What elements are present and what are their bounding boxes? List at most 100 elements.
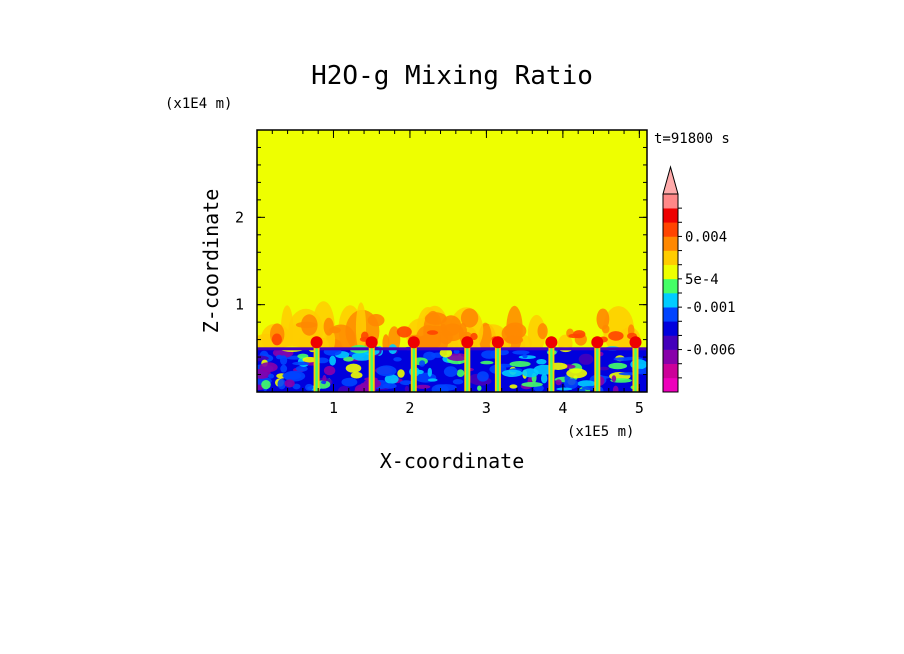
moisture-cell xyxy=(439,330,453,345)
chart-title: H2O-g Mixing Ratio xyxy=(311,61,593,91)
colorbar-segment xyxy=(663,278,678,294)
moisture-core xyxy=(426,330,439,335)
x-tick-label: 4 xyxy=(558,399,567,417)
turbulence-cell xyxy=(261,380,271,390)
time-label: t=91800 s xyxy=(654,131,730,147)
updraft-core xyxy=(466,348,469,392)
turbulence-cell xyxy=(419,360,426,367)
colorbar-segment xyxy=(663,349,678,365)
turbulence-cell xyxy=(277,378,286,390)
updraft-core xyxy=(370,348,373,392)
turbulence-cell xyxy=(320,380,327,384)
updraft-core xyxy=(596,348,599,392)
turbulence-cell xyxy=(501,369,523,377)
moisture-core xyxy=(608,331,624,341)
moisture-cell xyxy=(504,335,524,345)
colorbar-segment xyxy=(663,321,678,336)
colorbar-segment xyxy=(663,264,678,280)
turbulence-cell xyxy=(400,380,413,386)
moisture-cell xyxy=(367,314,385,327)
updraft-core xyxy=(315,348,318,392)
moisture-cell xyxy=(424,312,447,325)
turbulence-cell xyxy=(522,354,528,359)
colorbar-segment xyxy=(663,293,678,308)
updraft-top xyxy=(629,336,642,349)
turbulence-cell xyxy=(477,371,489,382)
turbulence-cell xyxy=(512,350,530,355)
turbulence-cell xyxy=(292,361,310,366)
colorbar-label: 5e-4 xyxy=(685,272,719,288)
x-tick-label: 1 xyxy=(329,399,338,417)
turbulence-cell xyxy=(453,349,460,354)
turbulence-cell xyxy=(522,368,539,378)
turbulence-cell xyxy=(566,368,588,379)
turbulence-cell xyxy=(397,369,405,378)
updraft-top xyxy=(365,336,378,349)
turbulence-cell xyxy=(329,355,336,366)
colorbar-segment xyxy=(663,236,678,251)
colorbar-label: 0.004 xyxy=(685,229,727,245)
turbulence-cell xyxy=(302,356,317,363)
turbulence-cell xyxy=(384,374,399,384)
plot-area xyxy=(257,130,647,392)
updraft-top xyxy=(461,336,474,349)
x-tick-label: 5 xyxy=(635,399,644,417)
turbulence-cell xyxy=(477,385,482,391)
turbulence-cell xyxy=(427,378,438,382)
turbulence-cell xyxy=(382,383,397,389)
turbulence-cell xyxy=(443,366,458,377)
x-tick-label: 2 xyxy=(405,399,414,417)
moisture-cell xyxy=(460,308,479,328)
turbulence-cell xyxy=(427,367,432,377)
moisture-cell xyxy=(596,308,610,330)
colorbar-segment xyxy=(663,307,678,322)
turbulence-cell xyxy=(509,384,518,389)
updraft-top xyxy=(491,336,504,349)
turbulence-cell xyxy=(393,357,402,362)
turbulence-cell xyxy=(611,375,617,383)
moisture-core xyxy=(271,333,282,346)
moisture-cell xyxy=(537,323,548,340)
moisture-core xyxy=(361,331,369,342)
turbulence-cell xyxy=(305,383,314,391)
turbulence-cell xyxy=(337,386,351,392)
moisture-plume xyxy=(280,305,294,353)
turbulence-cell xyxy=(276,354,283,360)
colorbar-segment xyxy=(663,222,678,237)
turbulence-cell xyxy=(577,380,596,387)
turbulence-cell xyxy=(345,363,362,373)
y-tick-label: 1 xyxy=(235,296,244,314)
colorbar-segment xyxy=(663,335,678,350)
turbulence-cell xyxy=(292,383,301,390)
turbulence-cell xyxy=(608,362,628,370)
turbulence-cell xyxy=(556,387,573,391)
turbulence-cell xyxy=(282,371,302,380)
moisture-cell xyxy=(323,317,334,336)
turbulence-cell xyxy=(284,379,295,388)
turbulence-cell xyxy=(613,357,632,361)
turbulence-cell xyxy=(521,382,543,387)
turbulence-cell xyxy=(541,373,548,384)
turbulence-cell xyxy=(259,362,278,373)
turbulence-cell xyxy=(612,385,619,392)
boundary-layer-field xyxy=(257,336,647,392)
axis-ticks: 1 2 3 4 5 1 2 xyxy=(235,130,647,417)
moisture-plume xyxy=(603,306,634,353)
moisture-cell xyxy=(416,334,441,350)
updraft-core xyxy=(634,348,637,392)
turbulence-cell xyxy=(555,379,562,386)
turbulence-cell xyxy=(439,348,453,358)
colorbar-label: -0.001 xyxy=(685,300,736,316)
turbulence-cell xyxy=(415,384,431,389)
updraft-top xyxy=(310,336,323,349)
turbulence-cell xyxy=(280,364,288,373)
updraft-top xyxy=(591,336,604,349)
turbulence-cell xyxy=(268,373,275,379)
moisture-plume xyxy=(355,302,367,353)
turbulence-cell xyxy=(564,378,579,390)
turbulence-cell xyxy=(509,361,531,367)
colorbar-segment xyxy=(663,363,678,379)
turbulence-cell xyxy=(376,365,397,377)
turbulence-cell xyxy=(343,356,354,362)
turbulence-cell xyxy=(423,351,436,361)
